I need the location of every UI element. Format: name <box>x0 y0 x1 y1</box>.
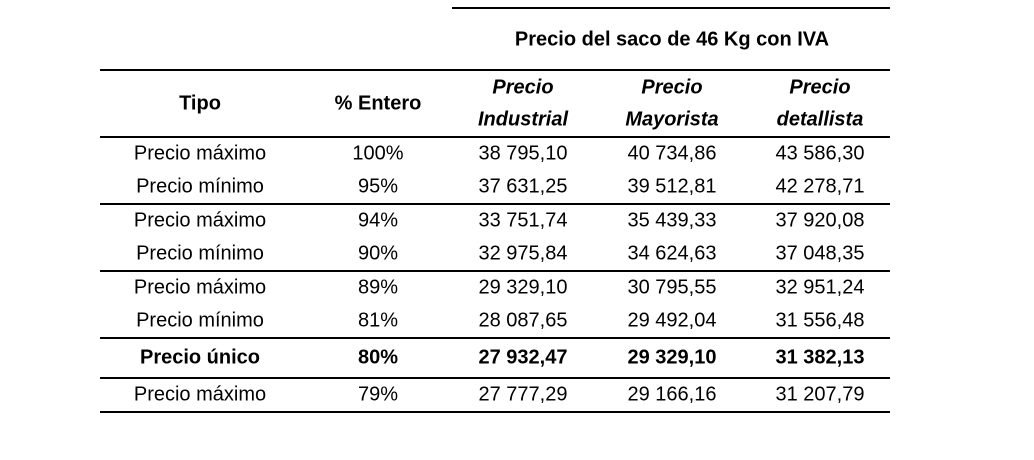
column-header: Precio <box>789 76 850 98</box>
cell: Precio máximo <box>134 209 266 231</box>
cell: Precio único <box>140 346 260 368</box>
cell: 81% <box>358 309 398 331</box>
cell: 29 166,16 <box>628 383 717 405</box>
column-header: Mayorista <box>625 108 718 130</box>
column-header: Precio <box>492 76 553 98</box>
cell: 80% <box>358 346 398 368</box>
cell: 31 382,13 <box>776 346 865 368</box>
cell: 34 624,63 <box>628 242 717 264</box>
cell: 90% <box>358 242 398 264</box>
cell: 79% <box>358 383 398 405</box>
column-header: detallista <box>777 108 864 130</box>
cell: Precio mínimo <box>136 309 264 331</box>
cell: 31 207,79 <box>776 383 865 405</box>
cell: 33 751,74 <box>479 209 568 231</box>
cell: 28 087,65 <box>479 309 568 331</box>
cell: 31 556,48 <box>776 309 865 331</box>
cell: Precio máximo <box>134 383 266 405</box>
cell: 32 951,24 <box>776 276 865 298</box>
cell: 27 932,47 <box>479 346 568 368</box>
cell: 29 492,04 <box>628 309 717 331</box>
cell: 30 795,55 <box>628 276 717 298</box>
column-header: Tipo <box>179 92 221 114</box>
cell: 42 278,71 <box>776 175 865 197</box>
cell: 94% <box>358 209 398 231</box>
cell: 89% <box>358 276 398 298</box>
cell: 43 586,30 <box>776 142 865 164</box>
cell: 29 329,10 <box>628 346 717 368</box>
cell: 38 795,10 <box>479 142 568 164</box>
column-header: Precio <box>641 76 702 98</box>
cell: 29 329,10 <box>479 276 568 298</box>
cell: 100% <box>352 142 403 164</box>
cell: 37 048,35 <box>776 242 865 264</box>
cell: 35 439,33 <box>628 209 717 231</box>
cell: Precio mínimo <box>136 175 264 197</box>
group-header: Precio del saco de 46 Kg con IVA <box>515 28 829 50</box>
cell: 37 920,08 <box>776 209 865 231</box>
cell: 37 631,25 <box>479 175 568 197</box>
cell: Precio máximo <box>134 142 266 164</box>
cell: Precio mínimo <box>136 242 264 264</box>
cell: 39 512,81 <box>628 175 717 197</box>
column-header: Industrial <box>478 108 568 130</box>
column-header: % Entero <box>335 92 422 114</box>
cell: 40 734,86 <box>628 142 717 164</box>
cell: 27 777,29 <box>479 383 568 405</box>
cell: 95% <box>358 175 398 197</box>
cell: Precio máximo <box>134 276 266 298</box>
cell: 32 975,84 <box>479 242 568 264</box>
